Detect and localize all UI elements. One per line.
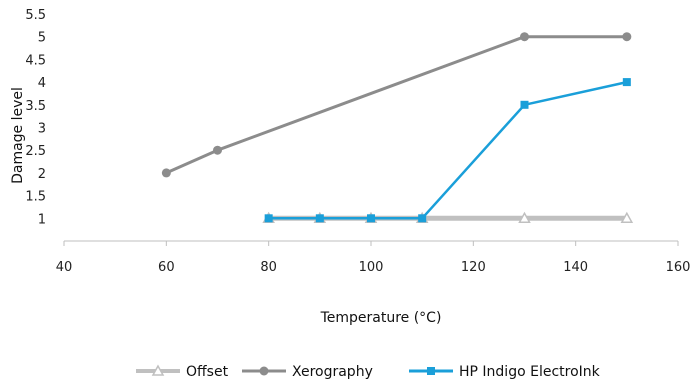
y-tick-label: 3: [38, 122, 46, 137]
y-axis-ticks: 1 1.5 2 2.5 3 3.5 4 4.5 5 5.5: [25, 8, 46, 227]
legend-item-xerography: Xerography: [242, 364, 373, 380]
x-axis-title: Temperature (°C): [320, 310, 442, 326]
legend-swatch-marker: [427, 367, 435, 375]
x-axis-ticks: 40 60 80 100 120 140 160: [56, 241, 691, 275]
series-xerography: [161, 32, 632, 178]
legend-item-offset: Offset: [136, 364, 229, 380]
y-tick-label: 5.5: [25, 8, 46, 23]
x-tick-label: 140: [563, 260, 588, 275]
x-tick-label: 100: [359, 260, 384, 275]
data-point-hp-indigo-electroink: [264, 214, 273, 223]
x-tick-label: 60: [158, 260, 175, 275]
series-line-xerography: [165, 35, 627, 175]
x-tick-label: 40: [56, 260, 73, 275]
data-point-hp-indigo-electroink: [418, 214, 427, 223]
x-tick-label: 80: [260, 260, 277, 275]
y-tick-label: 3.5: [25, 99, 46, 114]
y-tick-label: 2.5: [25, 144, 46, 159]
legend-swatch-marker: [151, 364, 165, 376]
data-point-xerography: [213, 145, 222, 155]
data-point-xerography: [622, 32, 632, 42]
x-tick-label: 160: [666, 260, 691, 275]
legend-label: Offset: [186, 364, 229, 380]
data-point-hp-indigo-electroink: [520, 100, 529, 109]
legend-item-hp-indigo-electroink: HP Indigo ElectroInk: [409, 364, 601, 380]
series-line-hp-indigo-electroink: [268, 80, 628, 220]
y-tick-label: 1: [38, 212, 46, 227]
y-axis-title: Damage level: [10, 87, 26, 184]
legend-swatch-marker: [259, 366, 269, 376]
y-tick-label: 4.5: [25, 53, 46, 68]
legend-label: Xerography: [292, 364, 373, 380]
y-tick-label: 1.5: [25, 190, 46, 205]
x-tick-label: 120: [461, 260, 486, 275]
data-point-offset: [620, 211, 634, 224]
series-layer: [161, 32, 634, 224]
data-point-xerography: [161, 168, 171, 178]
data-point-offset: [518, 211, 531, 224]
legend-label: HP Indigo ElectroInk: [459, 364, 601, 380]
series-hp-indigo-electroink: [264, 78, 631, 223]
data-point-xerography: [520, 32, 529, 42]
legend: Offset Xerography HP Indigo ElectroInk: [136, 364, 601, 380]
y-tick-label: 5: [38, 31, 46, 46]
data-point-hp-indigo-electroink: [367, 214, 375, 223]
y-tick-label: 4: [38, 76, 46, 91]
data-point-hp-indigo-electroink: [622, 78, 631, 87]
y-tick-label: 2: [38, 167, 46, 182]
data-point-hp-indigo-electroink: [315, 214, 324, 223]
